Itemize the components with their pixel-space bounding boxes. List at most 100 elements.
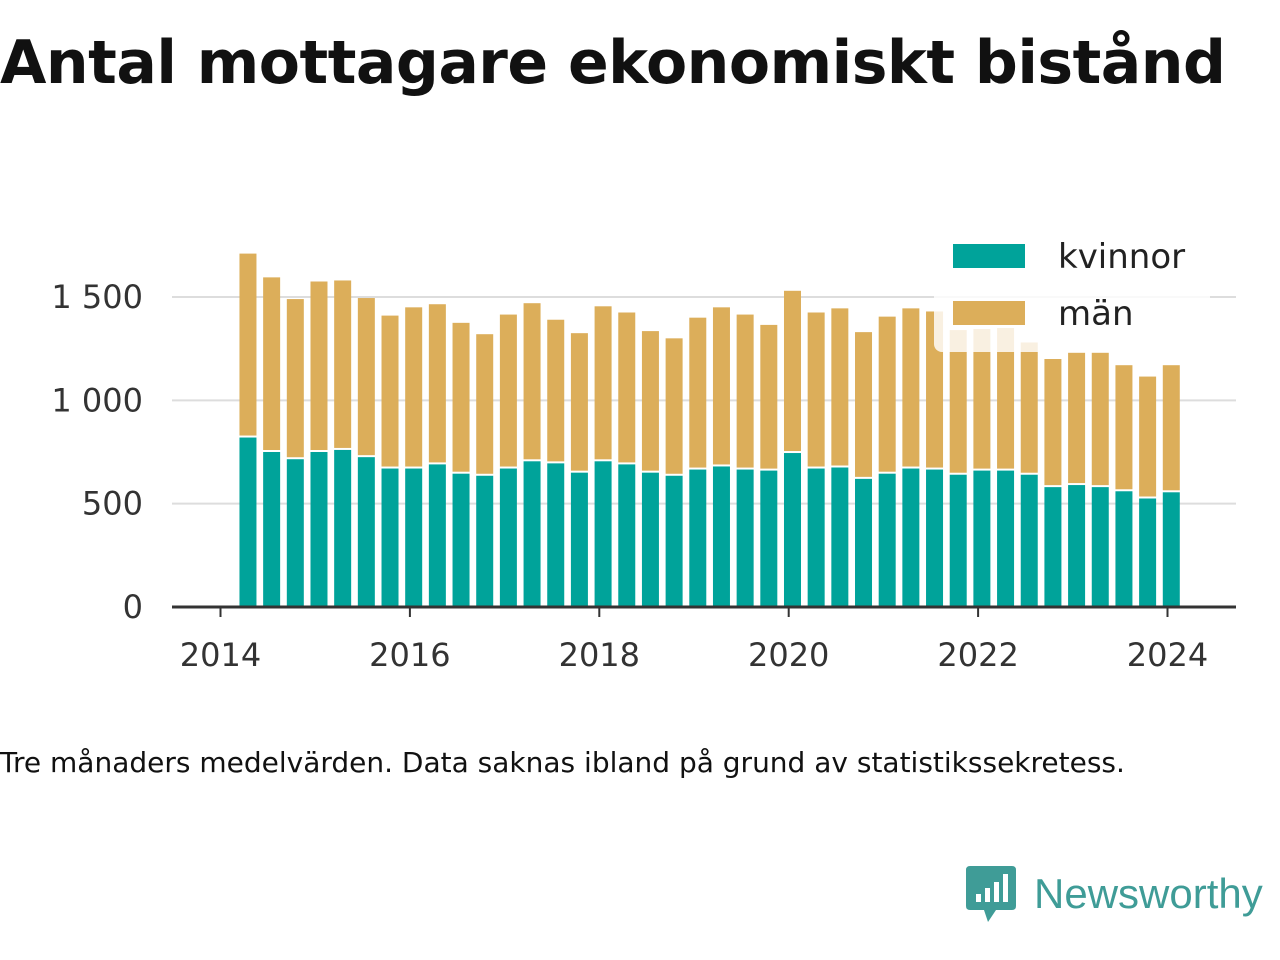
y-axis: 0 500 1 000 1 500: [51, 278, 143, 626]
bar-män-25: [831, 308, 849, 466]
bar-män-18: [665, 338, 683, 474]
bar-kvinnor-11: [499, 468, 517, 607]
bar-män-19: [689, 317, 707, 468]
bar-kvinnor-14: [570, 472, 588, 607]
bar-män-27: [878, 316, 896, 472]
bar-kvinnor-34: [1044, 487, 1062, 607]
y-tick-label-500: 500: [82, 485, 143, 523]
bar-kvinnor-21: [736, 469, 754, 607]
bar-män-8: [428, 304, 446, 463]
chart-title: Antal mottagare ekonomiskt bistånd: [0, 28, 1226, 98]
x-tick-label-2020: 2020: [748, 636, 829, 674]
bar-män-20: [712, 307, 730, 465]
bar-män-32: [997, 328, 1015, 469]
bar-kvinnor-25: [831, 467, 849, 607]
bar-män-39: [1162, 365, 1180, 491]
bar-män-30: [949, 330, 967, 473]
bar-män-4: [334, 280, 352, 448]
bar-män-14: [570, 333, 588, 471]
newsworthy-logo-icon: [966, 866, 1016, 922]
bar-kvinnor-20: [712, 466, 730, 607]
bar-män-12: [523, 303, 541, 460]
legend: kvinnor män: [934, 222, 1210, 352]
bar-män-22: [760, 324, 778, 469]
bar-män-9: [452, 322, 470, 472]
bar-kvinnor-32: [997, 470, 1015, 607]
y-tick-label-1500: 1 500: [51, 278, 143, 316]
bar-kvinnor-8: [428, 464, 446, 607]
x-tick-label-2022: 2022: [937, 636, 1018, 674]
legend-swatch-män: [953, 301, 1025, 325]
bar-kvinnor-17: [641, 472, 659, 607]
chart-caption: Tre månaders medelvärden. Data saknas ib…: [0, 746, 1125, 779]
bar-kvinnor-7: [405, 468, 423, 607]
bar-män-38: [1139, 376, 1157, 497]
bar-män-37: [1115, 365, 1133, 490]
bar-kvinnor-13: [547, 463, 565, 607]
bar-män-24: [807, 312, 825, 467]
brand-logo: Newsworthy: [964, 864, 1263, 924]
bar-män-33: [1020, 342, 1038, 473]
bar-kvinnor-22: [760, 470, 778, 607]
bar-kvinnor-30: [949, 474, 967, 607]
x-tick-label-2014: 2014: [180, 636, 261, 674]
bar-män-6: [381, 315, 399, 467]
bar-män-10: [476, 334, 494, 474]
bar-kvinnor-29: [926, 469, 944, 607]
bar-kvinnor-4: [334, 449, 352, 607]
bar-kvinnor-31: [973, 470, 991, 607]
bar-kvinnor-33: [1020, 474, 1038, 607]
bar-kvinnor-18: [665, 475, 683, 607]
bar-kvinnor-37: [1115, 491, 1133, 607]
bar-kvinnor-19: [689, 469, 707, 607]
bar-kvinnor-12: [523, 461, 541, 607]
bar-kvinnor-3: [310, 452, 328, 607]
bar-män-16: [618, 312, 636, 463]
bar-män-5: [357, 298, 375, 456]
y-tick-label-1000: 1 000: [51, 381, 143, 419]
bar-kvinnor-5: [357, 457, 375, 607]
bar-män-17: [641, 331, 659, 471]
bar-män-2: [286, 299, 304, 458]
bar-series: [239, 253, 1180, 607]
bar-kvinnor-26: [855, 478, 873, 607]
bar-män-15: [594, 306, 612, 460]
bar-kvinnor-0: [239, 437, 257, 607]
bar-män-35: [1068, 352, 1086, 484]
bar-kvinnor-39: [1162, 492, 1180, 607]
x-tick-label-2016: 2016: [369, 636, 450, 674]
bar-kvinnor-16: [618, 464, 636, 607]
bar-män-7: [405, 307, 423, 467]
bar-kvinnor-35: [1068, 485, 1086, 607]
bar-kvinnor-15: [594, 461, 612, 607]
bar-män-3: [310, 281, 328, 450]
bar-kvinnor-28: [902, 468, 920, 607]
bar-kvinnor-10: [476, 475, 494, 607]
bar-män-13: [547, 319, 565, 462]
y-tick-label-0: 0: [123, 588, 143, 626]
bar-män-21: [736, 314, 754, 468]
bar-män-23: [783, 290, 801, 452]
bar-kvinnor-27: [878, 473, 896, 607]
bar-män-36: [1091, 352, 1109, 486]
bar-män-11: [499, 314, 517, 467]
bar-kvinnor-6: [381, 468, 399, 607]
brand-name: Newsworthy: [1034, 870, 1263, 917]
bar-kvinnor-2: [286, 459, 304, 607]
bar-män-26: [855, 332, 873, 477]
legend-label-män: män: [1058, 294, 1134, 334]
bar-män-1: [263, 277, 281, 450]
bar-män-34: [1044, 359, 1062, 486]
bar-män-0: [239, 253, 257, 436]
legend-swatch-kvinnor: [953, 244, 1025, 268]
x-tick-label-2024: 2024: [1127, 636, 1208, 674]
bar-kvinnor-1: [263, 452, 281, 607]
bar-kvinnor-38: [1139, 498, 1157, 607]
bar-kvinnor-36: [1091, 487, 1109, 607]
bar-kvinnor-9: [452, 473, 470, 607]
x-tick-label-2018: 2018: [559, 636, 640, 674]
legend-label-kvinnor: kvinnor: [1058, 237, 1185, 277]
bar-män-28: [902, 308, 920, 467]
bar-män-31: [973, 329, 991, 469]
